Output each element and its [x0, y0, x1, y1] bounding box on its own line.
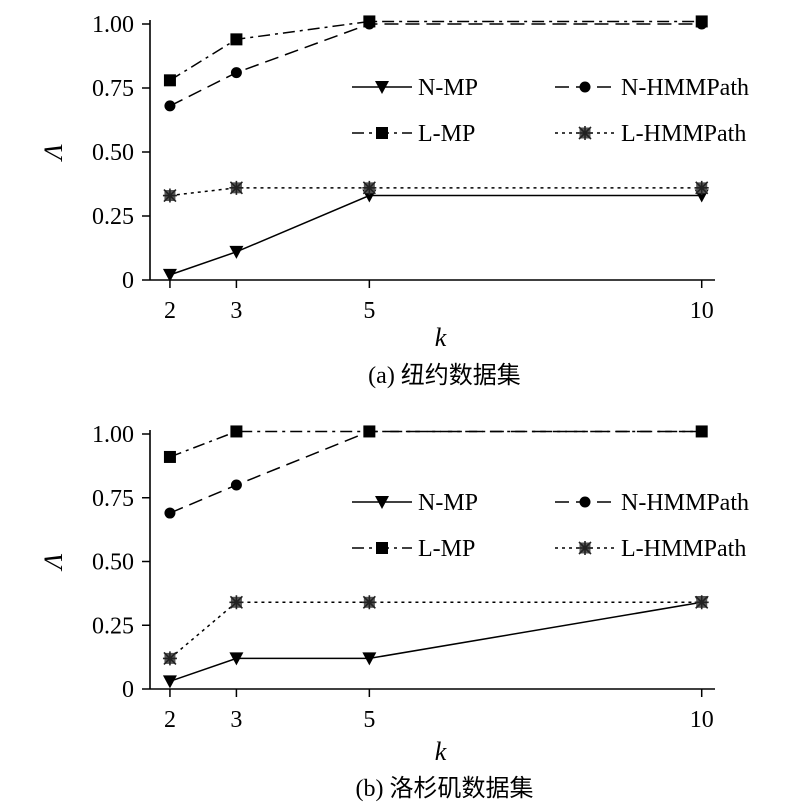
legend-label: N-HMMPath: [621, 490, 749, 516]
data-point: [362, 595, 377, 610]
legend-item: N-HMMPath: [555, 75, 749, 101]
legend-marker: [578, 541, 592, 555]
data-point: [230, 67, 242, 79]
legend: N-MP N-HMMPath L-MP L-HMMPath: [352, 75, 749, 147]
y-axis-title: Λ: [39, 553, 68, 572]
data-point: [229, 652, 244, 666]
data-point: [694, 180, 709, 195]
data-point: [164, 100, 176, 112]
series-line: [169, 194, 702, 276]
panel-caption: (a) 纽约数据集: [368, 362, 521, 389]
data-point: [363, 425, 376, 438]
data-point: [162, 675, 177, 689]
x-tick-label: 3: [230, 298, 242, 324]
data-point: [230, 479, 242, 491]
x-tick-label: 2: [164, 707, 176, 733]
data-point: [362, 180, 377, 195]
series-line: [169, 430, 702, 458]
chart-panel-2: 0 0.25 0.50 0.75 1.00 2 3 5 10 Λk N-MP N-HMMPath L-M…: [39, 422, 749, 802]
data-point: [362, 652, 377, 666]
data-point: [230, 425, 243, 438]
legend-item: L-MP: [352, 121, 475, 147]
data-point: [230, 33, 243, 46]
series-l-mp: [163, 425, 708, 463]
data-point: [162, 268, 177, 282]
y-tick-label: 0.25: [92, 204, 134, 230]
series-n-mp: [162, 596, 709, 689]
legend-item: L-HMMPath: [555, 121, 746, 147]
legend-item: N-MP: [352, 490, 478, 516]
legend-label: L-MP: [418, 121, 475, 147]
legend-label: N-MP: [418, 75, 478, 101]
legend-label: L-MP: [418, 536, 475, 562]
data-point: [162, 188, 177, 203]
legend-marker: [578, 126, 592, 140]
legend-item: N-HMMPath: [555, 490, 749, 516]
x-tick-label: 5: [363, 298, 375, 324]
legend-marker: [376, 127, 388, 139]
series-line: [169, 601, 702, 683]
x-axis-title: k: [435, 323, 447, 352]
data-point: [163, 74, 176, 87]
legend-item: L-HMMPath: [555, 536, 746, 562]
x-tick-label: 10: [690, 298, 714, 324]
y-tick-label: 0.75: [92, 76, 134, 102]
chart-panel-1: 0 0.25 0.50 0.75 1.00 2 3 5 10 Λk N-MP N-HMMPath L-M…: [39, 12, 749, 389]
series-line: [169, 20, 702, 81]
legend-item: L-MP: [352, 536, 475, 562]
series-l-hmmpath: [162, 595, 709, 666]
x-tick-label: 3: [230, 707, 242, 733]
data-point: [363, 15, 376, 28]
y-tick-label: 0.25: [92, 613, 134, 639]
data-point: [695, 15, 708, 28]
y-tick-label: 0.50: [92, 550, 134, 576]
legend-marker: [579, 81, 591, 93]
legend-marker: [375, 496, 389, 509]
data-point: [162, 651, 177, 666]
y-tick-label: 0.50: [92, 140, 134, 166]
legend-label: N-HMMPath: [621, 75, 749, 101]
series-line: [169, 601, 702, 659]
data-point: [164, 507, 176, 519]
legend-marker: [376, 542, 388, 554]
data-point: [229, 595, 244, 610]
x-tick-label: 2: [164, 298, 176, 324]
y-axis-title: Λ: [39, 144, 68, 163]
data-point: [694, 595, 709, 610]
x-tick-label: 10: [690, 707, 714, 733]
y-tick-label: 0.75: [92, 486, 134, 512]
data-point: [695, 425, 708, 438]
series-line: [169, 187, 702, 197]
series-n-mp: [162, 189, 709, 282]
y-tick-label: 0: [122, 677, 134, 703]
y-tick-label: 0: [122, 268, 134, 294]
panel-caption: (b) 洛杉矶数据集: [356, 775, 534, 802]
legend-label: L-HMMPath: [621, 121, 746, 147]
legend: N-MP N-HMMPath L-MP L-HMMPath: [352, 490, 749, 562]
legend-marker: [375, 81, 389, 94]
series-l-hmmpath: [162, 180, 709, 203]
series-l-mp: [163, 15, 708, 87]
legend-marker: [579, 496, 591, 508]
series-line: [169, 23, 702, 107]
x-axis-title: k: [435, 737, 447, 766]
data-point: [163, 450, 176, 463]
y-tick-label: 1.00: [92, 12, 134, 38]
series-line: [169, 430, 702, 514]
data-point: [229, 180, 244, 195]
y-tick-label: 1.00: [92, 422, 134, 448]
legend-label: N-MP: [418, 490, 478, 516]
x-tick-label: 5: [363, 707, 375, 733]
legend-label: L-HMMPath: [621, 536, 746, 562]
legend-item: N-MP: [352, 75, 478, 101]
data-point: [229, 245, 244, 259]
